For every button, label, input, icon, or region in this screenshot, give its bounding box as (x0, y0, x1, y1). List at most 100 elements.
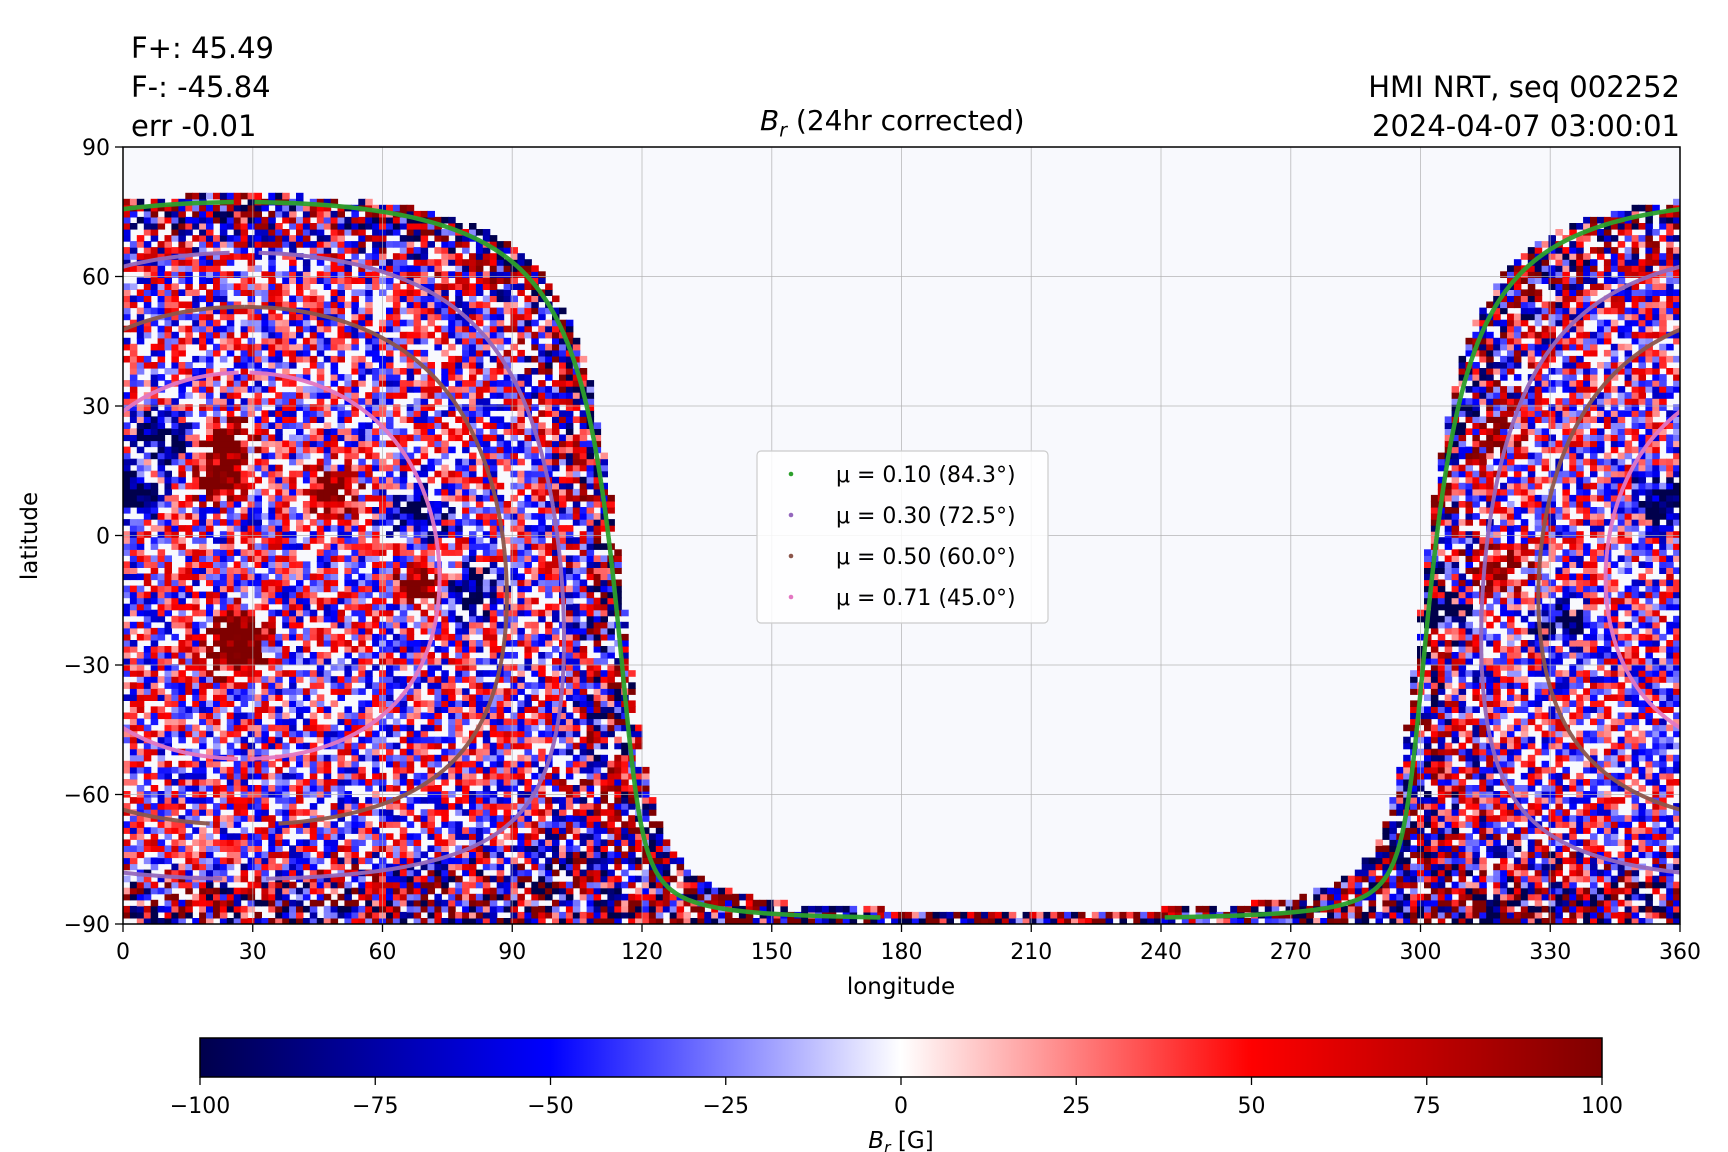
heatmap-cell (482, 899, 491, 907)
heatmap-cell (496, 803, 505, 810)
heatmap-cell (213, 869, 221, 877)
heatmap-cell (358, 591, 366, 599)
heatmap-cell (247, 905, 256, 913)
heatmap-cell (392, 494, 401, 502)
heatmap-cell (150, 404, 159, 411)
heatmap-cell (199, 809, 207, 816)
heatmap-cell (143, 809, 152, 816)
heatmap-cell (282, 525, 290, 532)
heatmap-cell (185, 899, 193, 907)
heatmap-cell (358, 712, 366, 720)
heatmap-cell (219, 482, 228, 490)
heatmap-cell (289, 458, 297, 466)
heatmap-cell (206, 573, 214, 581)
heatmap-cell (289, 736, 297, 744)
heatmap-cell (296, 785, 304, 792)
heatmap-cell (489, 760, 498, 768)
heatmap-cell (143, 561, 152, 568)
heatmap-cell (413, 301, 422, 309)
heatmap-cell (455, 331, 463, 339)
heatmap-cell (496, 772, 505, 780)
heatmap-cell (282, 809, 290, 816)
heatmap-cell (275, 785, 283, 792)
heatmap-cell (399, 464, 408, 472)
heatmap-cell (164, 833, 172, 840)
heatmap-cell (247, 295, 256, 303)
heatmap-cell (199, 525, 207, 532)
heatmap-cell (136, 507, 145, 514)
heatmap-cell (213, 821, 221, 828)
heatmap-cell (143, 815, 152, 822)
heatmap-cell (206, 911, 214, 919)
heatmap-cell (219, 658, 228, 665)
heatmap-cell (123, 633, 131, 641)
heatmap-cell (392, 803, 401, 810)
heatmap-cell (365, 434, 373, 442)
heatmap-cell (469, 458, 477, 466)
heatmap-cell (123, 289, 131, 296)
heatmap-cell (386, 519, 394, 526)
heatmap-cell (171, 368, 179, 375)
heatmap-cell (330, 446, 339, 454)
heatmap-cell (399, 561, 408, 568)
heatmap-cell (240, 271, 249, 278)
heatmap-cell (475, 501, 484, 508)
heatmap-cell (413, 482, 422, 490)
heatmap-cell (171, 434, 179, 442)
heatmap-cell (206, 229, 214, 236)
heatmap-cell (185, 301, 193, 309)
heatmap-cell (475, 694, 484, 701)
heatmap-cell (261, 355, 269, 363)
heatmap-cell (399, 235, 408, 242)
heatmap-cell (399, 507, 408, 514)
heatmap-cell (275, 422, 283, 429)
heatmap-cell (143, 754, 152, 762)
heatmap-cell (365, 646, 373, 653)
heatmap-cell (233, 718, 242, 726)
heatmap-cell (399, 881, 408, 889)
heatmap-cell (337, 446, 345, 454)
heatmap-cell (372, 694, 380, 701)
heatmap-cell (143, 229, 152, 236)
heatmap-cell (489, 899, 498, 907)
heatmap-cell (143, 422, 152, 429)
heatmap-cell (123, 730, 131, 738)
heatmap-cell (123, 223, 131, 230)
heatmap-cell (282, 549, 290, 556)
heatmap-cell (434, 531, 442, 538)
heatmap-cell (171, 839, 179, 846)
heatmap-cell (344, 440, 352, 448)
heatmap-cell (420, 223, 429, 230)
heatmap-cell (469, 265, 477, 272)
heatmap-cell (344, 482, 352, 490)
heatmap-cell (462, 881, 470, 889)
heatmap-cell (219, 434, 228, 442)
heatmap-cell (448, 748, 456, 756)
heatmap-cell (296, 609, 304, 617)
heatmap-cell (392, 404, 401, 411)
heatmap-cell (213, 712, 221, 720)
heatmap-cell (302, 658, 311, 665)
heatmap-cell (413, 652, 422, 659)
heatmap-cell (392, 319, 401, 327)
heatmap-cell (219, 325, 228, 333)
heatmap-cell (475, 748, 484, 756)
heatmap-cell (296, 615, 304, 623)
heatmap-cell (386, 815, 394, 822)
heatmap-cell (413, 851, 422, 859)
heatmap-cell (213, 349, 221, 357)
heatmap-cell (275, 519, 283, 526)
heatmap-cell (213, 911, 221, 919)
heatmap-cell (275, 827, 283, 834)
heatmap-cell (420, 210, 429, 218)
heatmap-cell (399, 918, 408, 924)
heatmap-cell (157, 325, 166, 333)
heatmap-cell (240, 216, 249, 224)
heatmap-cell (462, 646, 470, 653)
heatmap-cell (136, 549, 145, 556)
heatmap-cell (434, 736, 442, 744)
heatmap-cell (448, 688, 456, 695)
heatmap-cell (399, 295, 408, 303)
heatmap-cell (337, 416, 345, 423)
heatmap-cell (309, 313, 318, 321)
